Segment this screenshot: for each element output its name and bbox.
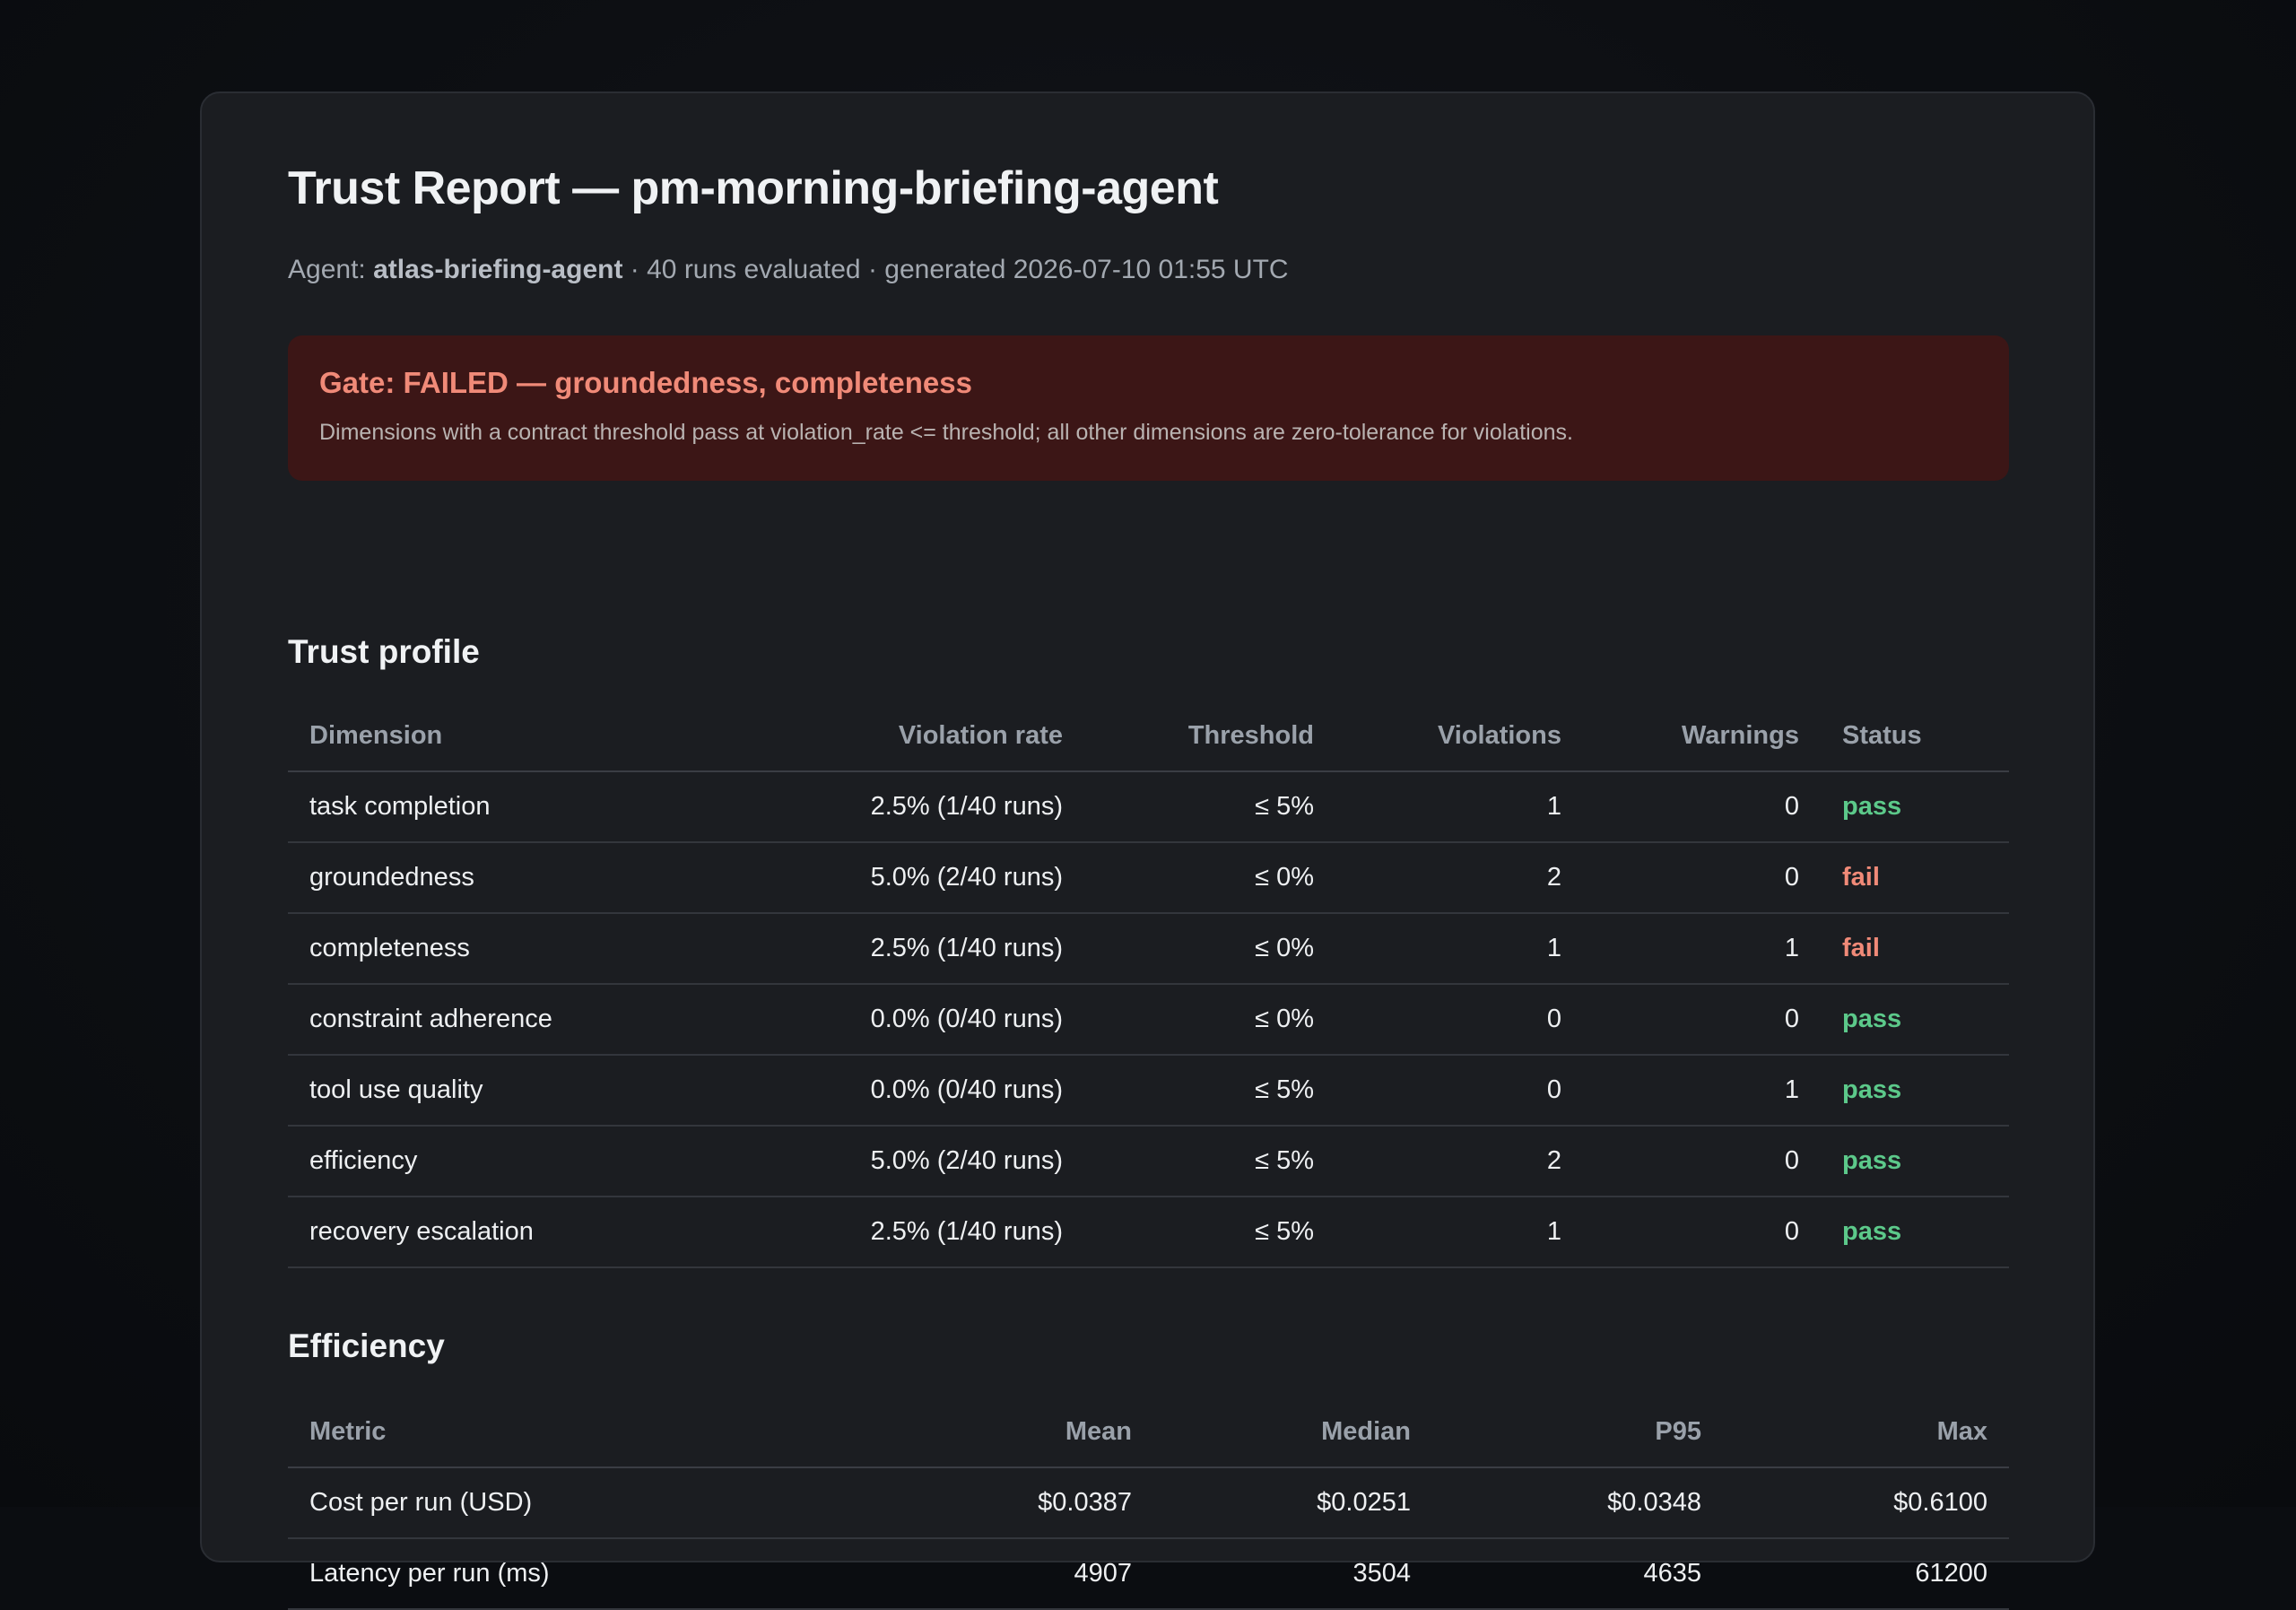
violation-rate-cell: 0.0% (0/40 runs): [709, 984, 1084, 1056]
table-row: efficiency 5.0% (2/40 runs) ≤ 5% 2 0 pas…: [288, 1126, 2009, 1197]
mean-cell: 4907: [892, 1538, 1153, 1610]
violations-cell: 2: [1335, 1126, 1583, 1197]
dimension-cell: constraint adherence: [288, 984, 709, 1056]
max-cell: 61200: [1723, 1538, 2009, 1610]
status-badge: pass: [1821, 1055, 2009, 1127]
efficiency-header-row: Metric Mean Median P95 Max: [288, 1397, 2009, 1468]
column-header-p95: P95: [1432, 1397, 1723, 1468]
warnings-cell: 0: [1583, 1197, 1821, 1268]
violations-cell: 1: [1335, 913, 1583, 985]
table-row: Cost per run (USD) $0.0387 $0.0251 $0.03…: [288, 1467, 2009, 1539]
efficiency-heading: Efficiency: [288, 1327, 445, 1364]
median-cell: $0.0251: [1153, 1467, 1432, 1539]
status-badge: pass: [1821, 1197, 2009, 1268]
gate-status-description: Dimensions with a contract threshold pas…: [319, 420, 1573, 445]
mean-cell: $0.0387: [892, 1467, 1153, 1539]
table-row: completeness 2.5% (1/40 runs) ≤ 0% 1 1 f…: [288, 913, 2009, 985]
run-meta: · 40 runs evaluated · generated 2026-07-…: [622, 255, 1289, 284]
gate-status-banner: Gate: FAILED — groundedness, completenes…: [288, 335, 2009, 481]
column-header-violation-rate: Violation rate: [709, 701, 1084, 772]
metric-cell: Latency per run (ms): [288, 1538, 892, 1610]
dimension-cell: recovery escalation: [288, 1197, 709, 1268]
threshold-cell: ≤ 5%: [1084, 1126, 1335, 1197]
violation-rate-cell: 0.0% (0/40 runs): [709, 1055, 1084, 1127]
table-row: constraint adherence 0.0% (0/40 runs) ≤ …: [288, 984, 2009, 1056]
table-row: task completion 2.5% (1/40 runs) ≤ 5% 1 …: [288, 771, 2009, 843]
violations-cell: 1: [1335, 1197, 1583, 1268]
table-row: groundedness 5.0% (2/40 runs) ≤ 0% 2 0 f…: [288, 842, 2009, 914]
column-header-violations: Violations: [1335, 701, 1583, 772]
max-cell: $0.6100: [1723, 1467, 2009, 1539]
column-header-mean: Mean: [892, 1397, 1153, 1468]
efficiency-table: Metric Mean Median P95 Max Cost per run …: [288, 1397, 2009, 1610]
column-header-status: Status: [1821, 701, 2009, 772]
metric-cell: Cost per run (USD): [288, 1467, 892, 1539]
threshold-cell: ≤ 5%: [1084, 1197, 1335, 1268]
p95-cell: 4635: [1432, 1538, 1723, 1610]
threshold-cell: ≤ 5%: [1084, 1055, 1335, 1127]
threshold-cell: ≤ 0%: [1084, 842, 1335, 914]
status-badge: pass: [1821, 984, 2009, 1056]
table-row: tool use quality 0.0% (0/40 runs) ≤ 5% 0…: [288, 1055, 2009, 1127]
warnings-cell: 1: [1583, 913, 1821, 985]
threshold-cell: ≤ 5%: [1084, 771, 1335, 843]
trust-profile-table: Dimension Violation rate Threshold Viola…: [288, 701, 2009, 1268]
dimension-cell: tool use quality: [288, 1055, 709, 1127]
status-badge: pass: [1821, 771, 2009, 843]
status-badge: fail: [1821, 913, 2009, 985]
trust-profile-header-row: Dimension Violation rate Threshold Viola…: [288, 701, 2009, 772]
warnings-cell: 0: [1583, 984, 1821, 1056]
table-row: recovery escalation 2.5% (1/40 runs) ≤ 5…: [288, 1197, 2009, 1268]
warnings-cell: 0: [1583, 842, 1821, 914]
warnings-cell: 0: [1583, 1126, 1821, 1197]
gate-status-title: Gate: FAILED — groundedness, completenes…: [319, 366, 972, 399]
agent-name: atlas-briefing-agent: [373, 255, 623, 284]
violations-cell: 0: [1335, 1055, 1583, 1127]
trust-profile-heading: Trust profile: [288, 633, 480, 670]
agent-label: Agent:: [288, 255, 374, 284]
threshold-cell: ≤ 0%: [1084, 913, 1335, 985]
column-header-dimension: Dimension: [288, 701, 709, 772]
violation-rate-cell: 2.5% (1/40 runs): [709, 771, 1084, 843]
warnings-cell: 0: [1583, 771, 1821, 843]
report-card: Trust Report — pm-morning-briefing-agent…: [200, 91, 2095, 1610]
report-title: Trust Report — pm-morning-briefing-agent: [288, 162, 1219, 214]
violation-rate-cell: 2.5% (1/40 runs): [709, 1197, 1084, 1268]
dimension-cell: groundedness: [288, 842, 709, 914]
violations-cell: 2: [1335, 842, 1583, 914]
violation-rate-cell: 5.0% (2/40 runs): [709, 842, 1084, 914]
violation-rate-cell: 5.0% (2/40 runs): [709, 1126, 1084, 1197]
column-header-threshold: Threshold: [1084, 701, 1335, 772]
column-header-warnings: Warnings: [1583, 701, 1821, 772]
dimension-cell: task completion: [288, 771, 709, 843]
column-header-median: Median: [1153, 1397, 1432, 1468]
column-header-metric: Metric: [288, 1397, 892, 1468]
threshold-cell: ≤ 0%: [1084, 984, 1335, 1056]
status-badge: pass: [1821, 1126, 2009, 1197]
status-badge: fail: [1821, 842, 2009, 914]
column-header-max: Max: [1723, 1397, 2009, 1468]
median-cell: 3504: [1153, 1538, 1432, 1610]
report-subtitle: Agent: atlas-briefing-agent · 40 runs ev…: [288, 255, 1289, 285]
violations-cell: 1: [1335, 771, 1583, 843]
violations-cell: 0: [1335, 984, 1583, 1056]
dimension-cell: efficiency: [288, 1126, 709, 1197]
dimension-cell: completeness: [288, 913, 709, 985]
p95-cell: $0.0348: [1432, 1467, 1723, 1539]
violation-rate-cell: 2.5% (1/40 runs): [709, 913, 1084, 985]
warnings-cell: 1: [1583, 1055, 1821, 1127]
table-row: Latency per run (ms) 4907 3504 4635 6120…: [288, 1538, 2009, 1610]
